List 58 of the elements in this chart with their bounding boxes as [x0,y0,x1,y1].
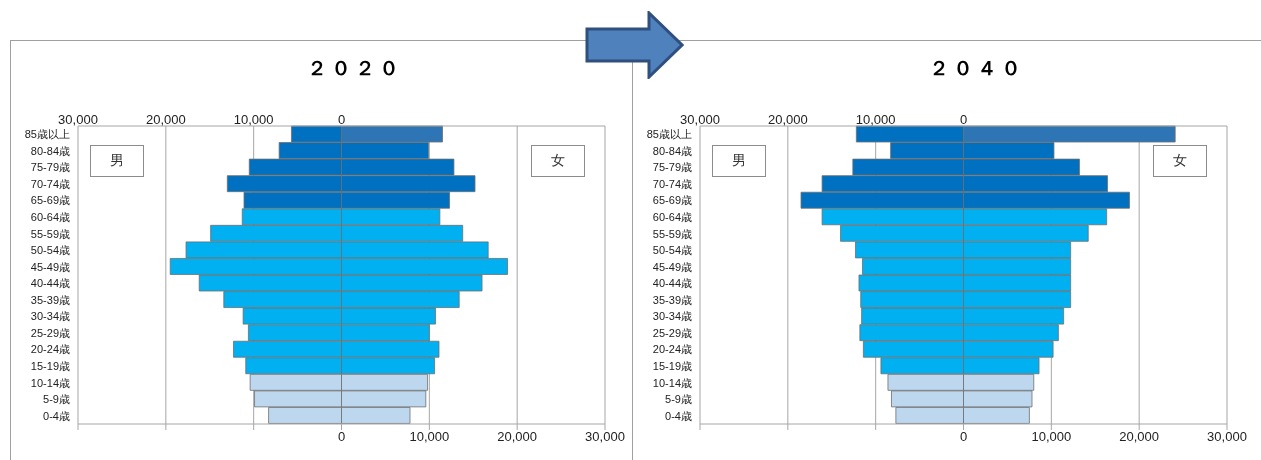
y-tick-label: 55-59歳 [652,227,692,240]
y-tick-label: 85歳以上 [646,128,692,141]
y-tick-label: 60-64歳 [652,210,692,223]
y-tick-label: 30-34歳 [30,310,70,323]
y-tick-label: 70-74歳 [30,177,70,190]
y-tick-label: 75-79歳 [30,161,70,174]
x2-tick-label: 10,000 [855,112,896,127]
x-tick-label: 0 [337,429,346,445]
x2-tick-label: 30,000 [58,112,98,127]
y-tick-label: 0-4歳 [665,409,692,422]
y-tick-label: 50-54歳 [652,244,692,257]
y-tick-label: 5-9歳 [43,393,70,406]
x-tick-label: 10,000 [1031,429,1072,445]
x2-tick-label: 0 [959,112,968,127]
x2-tick-label: 0 [337,112,346,127]
y-tick-label: 35-39歳 [30,293,70,306]
y-tick-label: 70-74歳 [652,177,692,190]
annotation: 男 [90,145,144,177]
y-tick-label: 40-44歳 [652,277,692,290]
y-tick-label: 20-24歳 [652,343,692,356]
x2-tick-label: 10,000 [233,112,274,127]
chart-title: ２０４０ [928,56,1026,81]
y-tick-label: 0-4歳 [43,409,70,422]
y-tick-label: 30-34歳 [652,310,692,323]
y-tick-label: 50-54歳 [30,244,70,257]
y-tick-label: 10-14歳 [30,376,70,389]
x-tick-label: 10,000 [409,429,450,445]
annotation: 男 [712,145,766,177]
y-tick-label: 20-24歳 [30,343,70,356]
chart-title: ２０２０ [306,56,404,81]
y-tick-label: 25-29歳 [30,326,70,339]
y-tick-label: 35-39歳 [652,293,692,306]
y-tick-label: 80-84歳 [652,144,692,157]
y-tick-label: 80-84歳 [30,144,70,157]
y-tick-label: 65-69歳 [652,194,692,207]
y-tick-label: 5-9歳 [665,393,692,406]
y-tick-label: 45-49歳 [652,260,692,273]
y-tick-label: 15-19歳 [30,359,70,372]
x-tick-label: 30,000 [585,429,625,445]
x2-tick-label: 30,000 [680,112,720,127]
y-tick-label: 55-59歳 [30,227,70,240]
y-tick-label: 60-64歳 [30,210,70,223]
x-tick-label: 0 [959,429,968,445]
annotation: 女 [1153,145,1207,177]
x-tick-label: 30,000 [1207,429,1247,445]
y-tick-label: 25-29歳 [652,326,692,339]
y-tick-label: 75-79歳 [652,161,692,174]
y-tick-label: 65-69歳 [30,194,70,207]
y-tick-label: 40-44歳 [30,277,70,290]
annotation: 女 [531,145,585,177]
y-tick-label: 15-19歳 [652,359,692,372]
x-tick-label: 20,000 [497,429,538,445]
x-tick-label: 20,000 [1119,429,1160,445]
y-tick-label: 45-49歳 [30,260,70,273]
x2-tick-label: 20,000 [145,112,186,127]
y-tick-label: 85歳以上 [24,128,70,141]
y-tick-label: 10-14歳 [652,376,692,389]
x2-tick-label: 20,000 [767,112,808,127]
